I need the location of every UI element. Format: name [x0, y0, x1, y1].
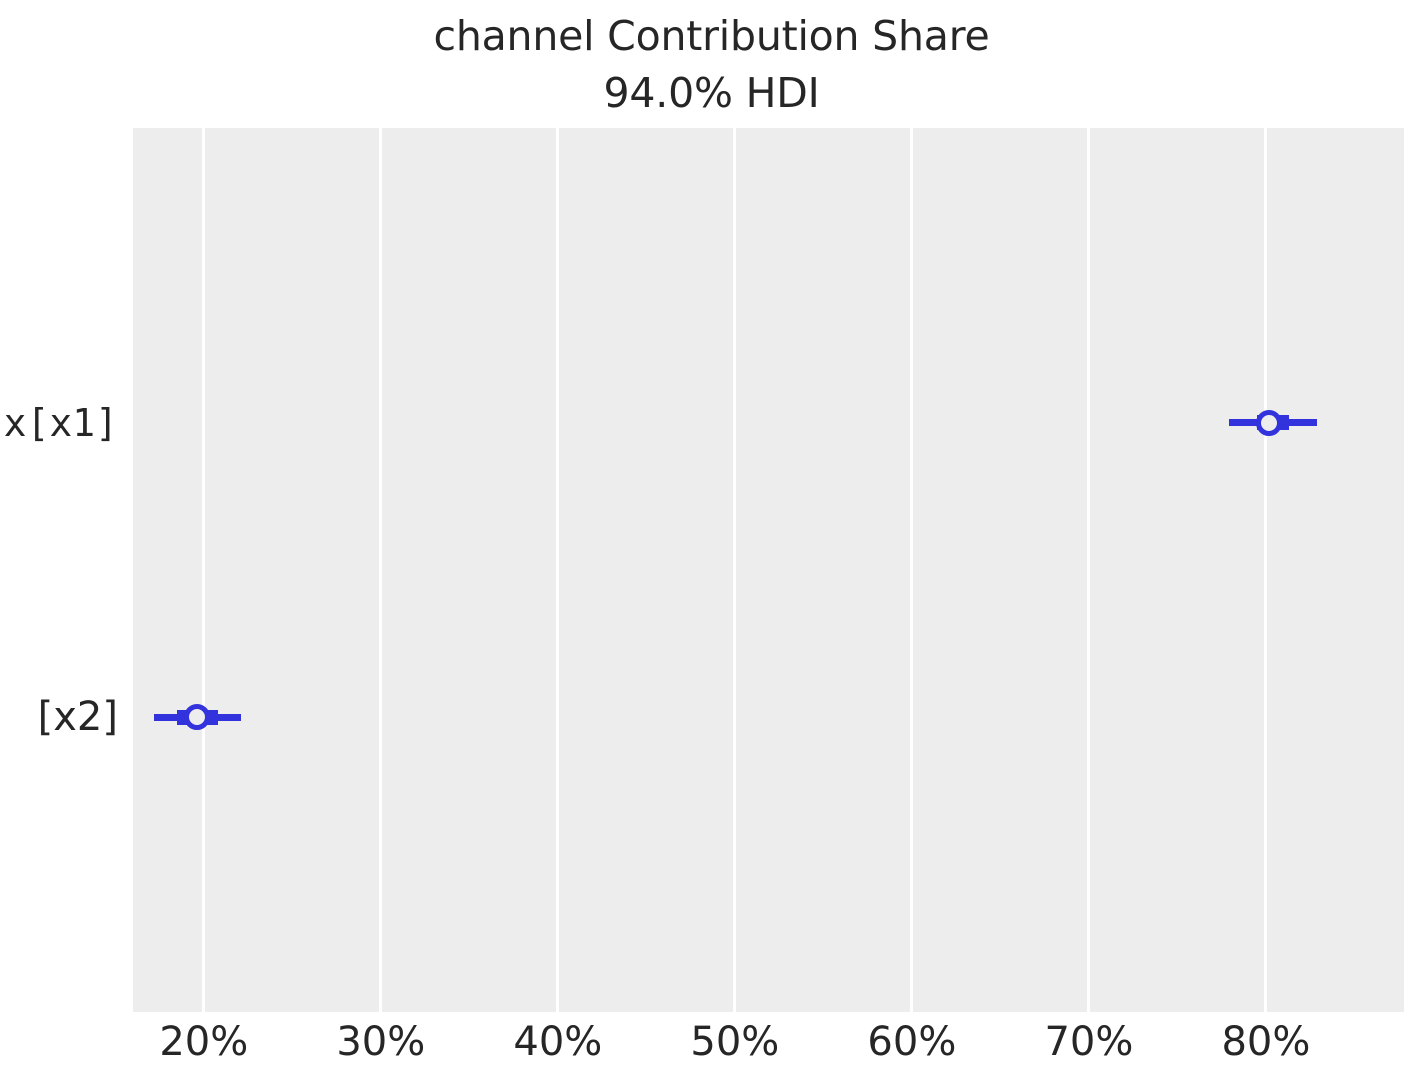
- gridline-70pct: [1087, 128, 1091, 1012]
- gridline-80pct: [1264, 128, 1268, 1012]
- point-estimate-marker[interactable]: [1256, 409, 1283, 436]
- gridline-30pct: [379, 128, 383, 1012]
- gridline-60pct: [910, 128, 914, 1012]
- x-axis-tick-label: 70%: [1044, 1019, 1134, 1065]
- y-axis-tick-label: [x2]: [37, 694, 118, 741]
- chart-title: channel Contribution Share: [433, 12, 990, 60]
- chart-title-block: channel Contribution Share 94.0% HDI: [0, 8, 1423, 122]
- x-axis-tick-label: 60%: [867, 1019, 957, 1065]
- gridline-20pct: [202, 128, 206, 1012]
- gridline-40pct: [556, 128, 560, 1012]
- x-axis-tick-label: 50%: [690, 1019, 780, 1065]
- x-axis-tick-label: 40%: [513, 1019, 603, 1065]
- x-axis-tick-label: 80%: [1221, 1019, 1311, 1065]
- x-axis-tick-label: 20%: [159, 1019, 249, 1065]
- plot-area: [133, 128, 1404, 1012]
- gridline-50pct: [733, 128, 737, 1012]
- x-axis-tick-label: 30%: [336, 1019, 426, 1065]
- chart-subtitle: 94.0% HDI: [603, 69, 820, 117]
- point-estimate-marker[interactable]: [183, 704, 210, 731]
- interval-row[interactable]: [133, 403, 1404, 443]
- interval-row[interactable]: [133, 697, 1404, 737]
- y-axis-tick-label: x[x1]: [3, 400, 118, 445]
